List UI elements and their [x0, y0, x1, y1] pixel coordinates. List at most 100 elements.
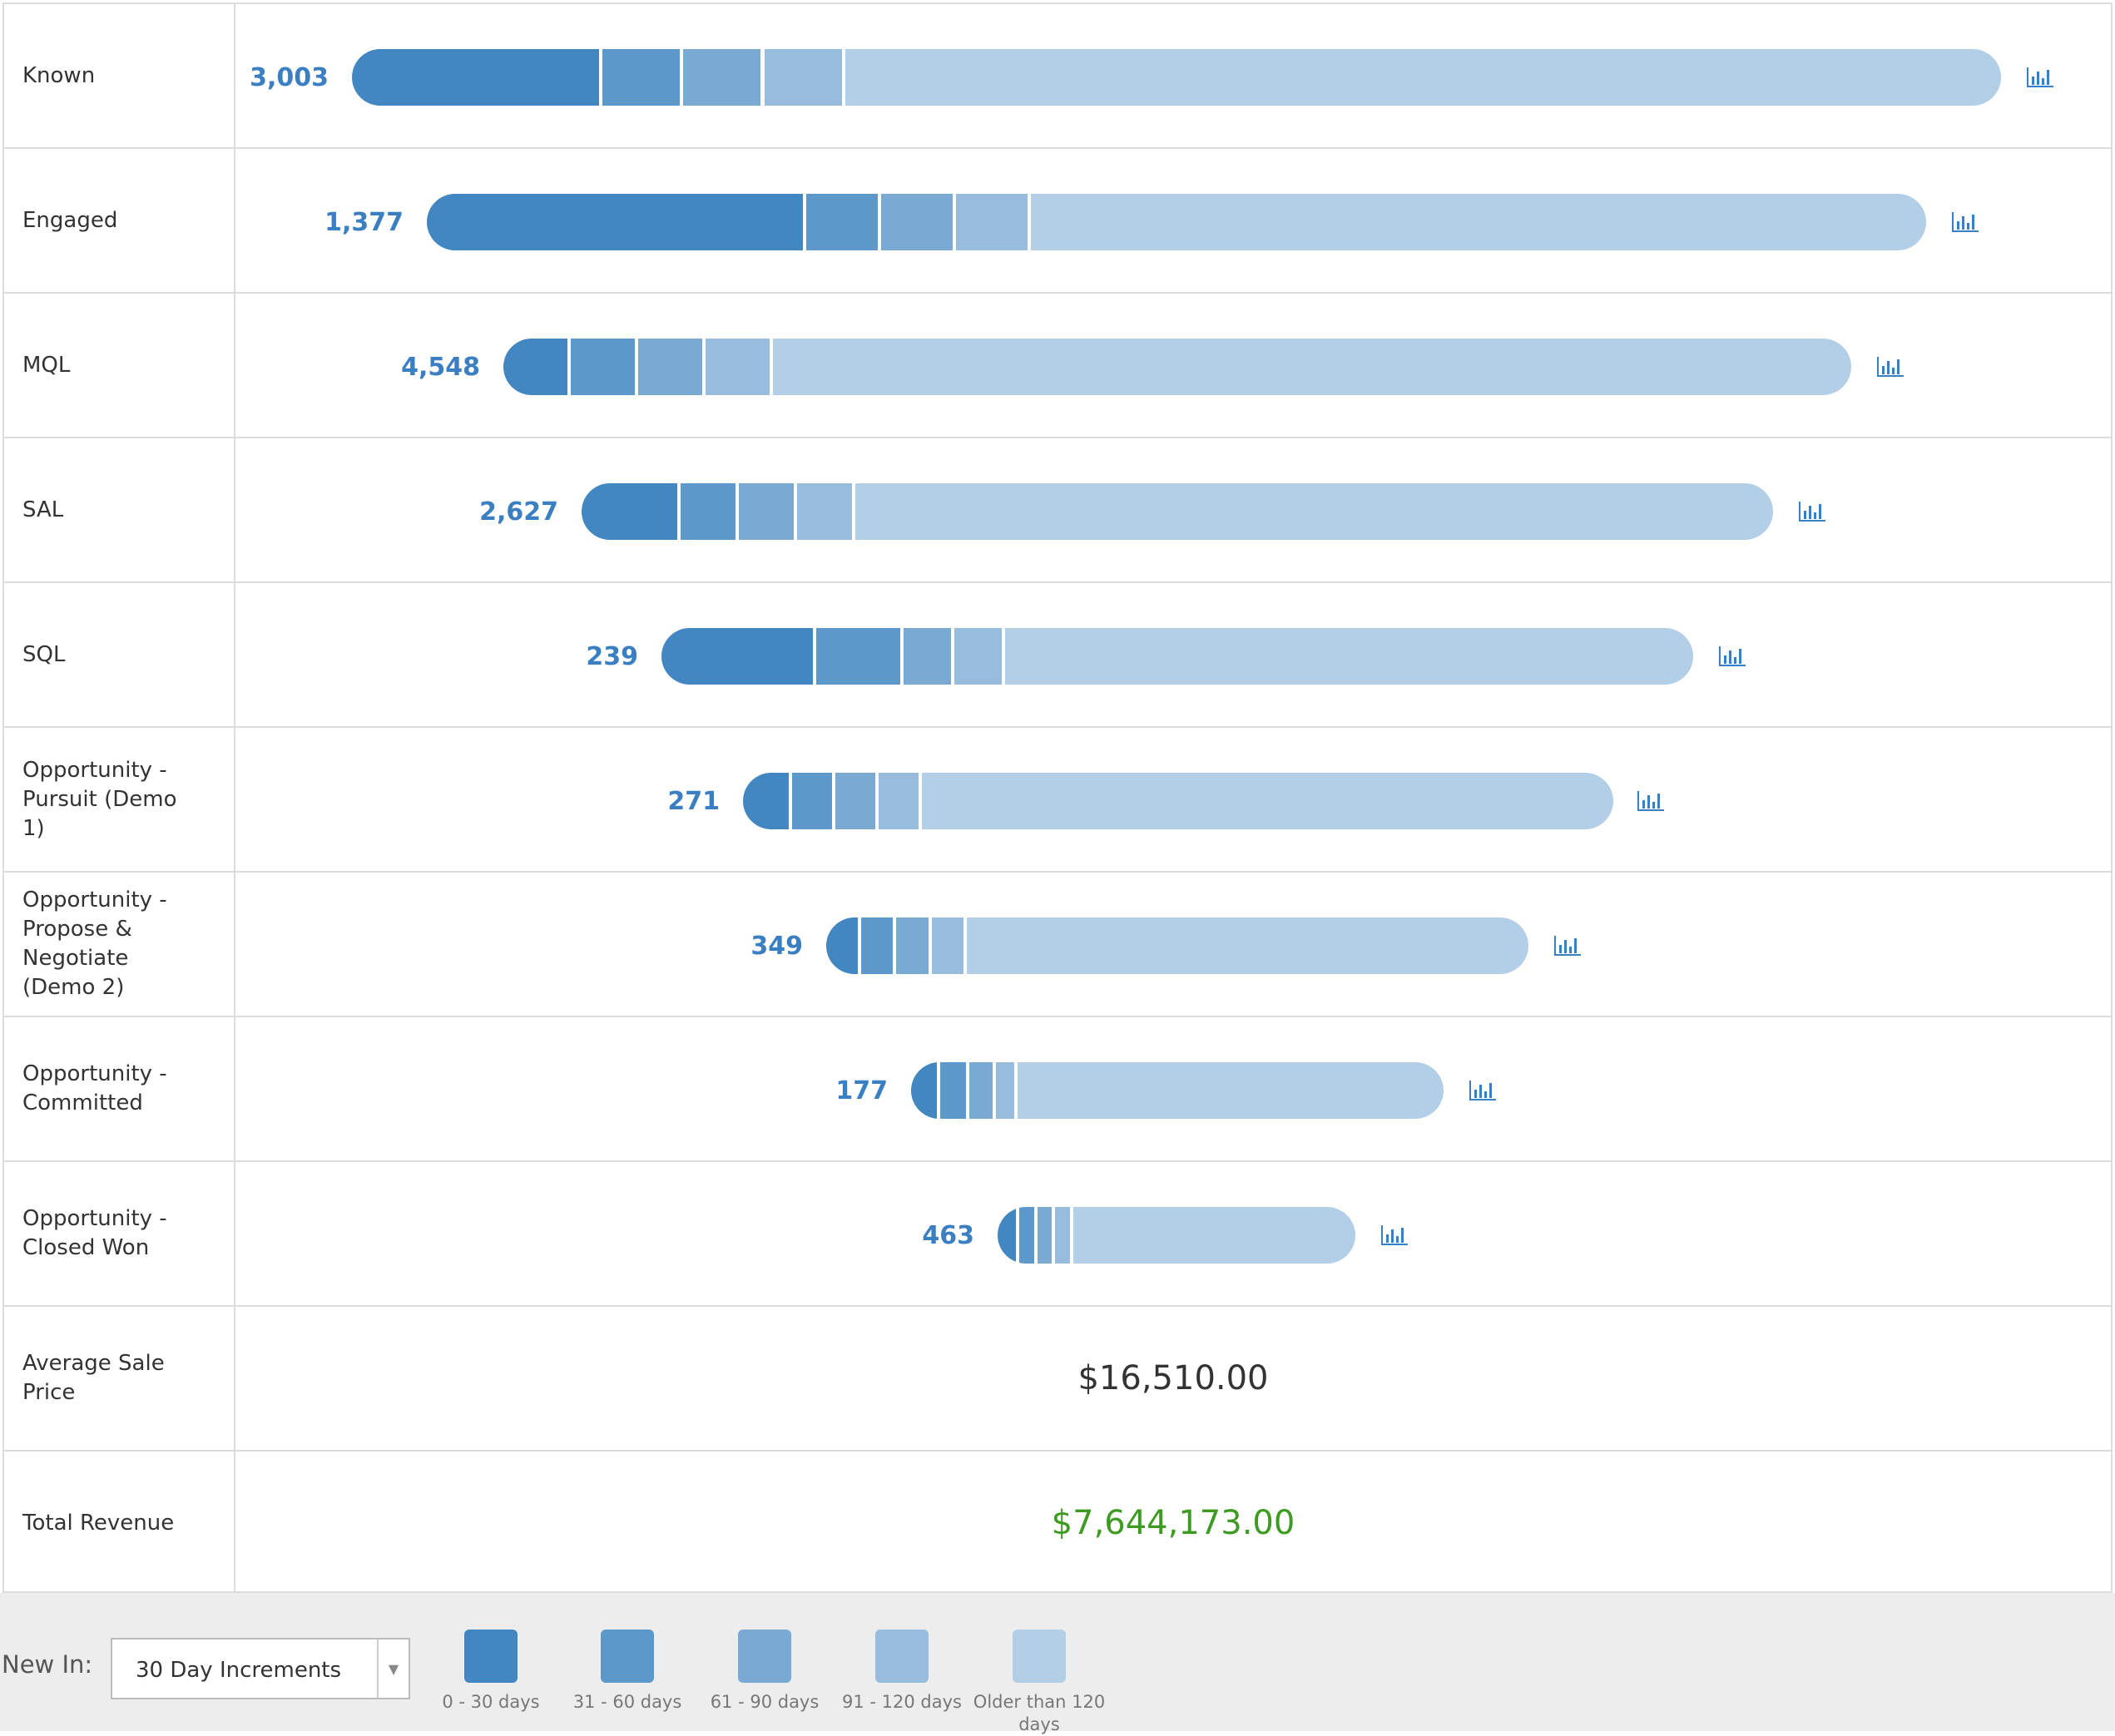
- average-sale-price-row: Average Sale Price $16,510.00: [4, 1307, 2111, 1452]
- segment-91-120-days[interactable]: [764, 49, 842, 106]
- average-sale-price-label: Average Sale Price: [4, 1307, 235, 1450]
- segment-older-than-120-days[interactable]: [1031, 194, 1926, 250]
- segment-61-90-days[interactable]: [969, 1062, 993, 1119]
- stage-row-opportunity-pursuit: Opportunity - Pursuit (Demo 1) 271: [4, 728, 2111, 873]
- funnel-table: Known 3,003 Engaged 1,377 MQL 4,548 SAL …: [2, 2, 2113, 1595]
- stage-bar[interactable]: [998, 1207, 1355, 1264]
- bar-chart-icon[interactable]: [1798, 501, 1826, 522]
- stage-count[interactable]: 3,003: [250, 63, 329, 92]
- stage-count[interactable]: 239: [586, 642, 638, 671]
- bar-chart-icon[interactable]: [1469, 1080, 1497, 1101]
- segment-older-than-120-days[interactable]: [855, 483, 1773, 540]
- segment-older-than-120-days[interactable]: [1004, 628, 1693, 685]
- segment-61-90-days[interactable]: [683, 49, 761, 106]
- legend-label: 31 - 60 days: [572, 1692, 682, 1712]
- segment-0-30-days[interactable]: [661, 628, 813, 685]
- stage-label: Known: [4, 4, 235, 147]
- stage-label: Opportunity - Propose & Negotiate (Demo …: [4, 873, 235, 1016]
- average-sale-price-value: $16,510.00: [1077, 1359, 1269, 1397]
- segment-older-than-120-days[interactable]: [922, 773, 1613, 829]
- legend-swatch: [875, 1630, 929, 1683]
- segment-91-120-days[interactable]: [954, 628, 1002, 685]
- stage-count[interactable]: 463: [922, 1221, 974, 1250]
- stage-bar[interactable]: [427, 194, 1926, 250]
- segment-31-60-days[interactable]: [940, 1062, 967, 1119]
- segment-91-120-days[interactable]: [879, 773, 919, 829]
- segment-61-90-days[interactable]: [896, 917, 929, 974]
- segment-61-90-days[interactable]: [835, 773, 876, 829]
- stage-bar[interactable]: [352, 49, 2001, 106]
- total-revenue-label: Total Revenue: [4, 1452, 235, 1595]
- bar-chart-icon[interactable]: [1876, 356, 1904, 378]
- stage-row-sql: SQL 239: [4, 583, 2111, 728]
- stage-count[interactable]: 349: [750, 932, 803, 961]
- legend-item-61-90: 61 - 90 days: [698, 1630, 831, 1714]
- total-revenue-row: Total Revenue $7,644,173.00: [4, 1452, 2111, 1595]
- bar-chart-icon[interactable]: [1637, 790, 1665, 812]
- segment-31-60-days[interactable]: [571, 339, 635, 395]
- segment-61-90-days[interactable]: [904, 628, 952, 685]
- segment-31-60-days[interactable]: [602, 49, 681, 106]
- segment-61-90-days[interactable]: [638, 339, 702, 395]
- segment-91-120-days[interactable]: [1055, 1207, 1070, 1264]
- stage-bar[interactable]: [743, 773, 1613, 829]
- increment-select[interactable]: 30 Day Increments ▼: [111, 1638, 410, 1699]
- segment-91-120-days[interactable]: [996, 1062, 1014, 1119]
- legend-label: Older than 120 days: [973, 1692, 1106, 1734]
- segment-older-than-120-days[interactable]: [845, 49, 2001, 106]
- legend-item-31-60: 31 - 60 days: [561, 1630, 694, 1714]
- bar-chart-icon[interactable]: [2026, 67, 2054, 88]
- stage-count[interactable]: 177: [835, 1076, 888, 1105]
- segment-0-30-days[interactable]: [998, 1207, 1017, 1264]
- segment-91-120-days[interactable]: [931, 917, 963, 974]
- segment-0-30-days[interactable]: [743, 773, 789, 829]
- segment-61-90-days[interactable]: [739, 483, 795, 540]
- segment-31-60-days[interactable]: [680, 483, 736, 540]
- segment-31-60-days[interactable]: [861, 917, 894, 974]
- stage-label: SAL: [4, 438, 235, 581]
- total-revenue-value: $7,644,173.00: [1051, 1504, 1295, 1542]
- legend-item-0-30: 0 - 30 days: [424, 1630, 557, 1714]
- stage-bar[interactable]: [582, 483, 1773, 540]
- segment-0-30-days[interactable]: [582, 483, 677, 540]
- new-in-label: New In:: [2, 1650, 93, 1679]
- legend-label: 61 - 90 days: [710, 1692, 820, 1712]
- stage-row-engaged: Engaged 1,377: [4, 149, 2111, 294]
- stage-count[interactable]: 271: [667, 787, 720, 816]
- segment-31-60-days[interactable]: [1019, 1207, 1034, 1264]
- segment-older-than-120-days[interactable]: [966, 917, 1528, 974]
- segment-91-120-days[interactable]: [706, 339, 770, 395]
- segment-older-than-120-days[interactable]: [773, 339, 1851, 395]
- segment-0-30-days[interactable]: [503, 339, 567, 395]
- stage-bar[interactable]: [826, 917, 1528, 974]
- legend-swatch: [464, 1630, 518, 1683]
- segment-61-90-days[interactable]: [881, 194, 953, 250]
- legend-item-older-than-120: Older than 120 days: [973, 1630, 1106, 1736]
- bar-chart-icon[interactable]: [1553, 935, 1582, 957]
- segment-older-than-120-days[interactable]: [1018, 1062, 1444, 1119]
- stage-count[interactable]: 2,627: [479, 497, 558, 527]
- segment-older-than-120-days[interactable]: [1072, 1207, 1355, 1264]
- segment-0-30-days[interactable]: [826, 917, 859, 974]
- segment-91-120-days[interactable]: [956, 194, 1028, 250]
- stage-bar[interactable]: [661, 628, 1693, 685]
- segment-0-30-days[interactable]: [427, 194, 803, 250]
- bar-chart-icon[interactable]: [1380, 1224, 1409, 1246]
- legend-swatch: [738, 1630, 791, 1683]
- segment-61-90-days[interactable]: [1037, 1207, 1053, 1264]
- stage-count[interactable]: 1,377: [324, 208, 404, 237]
- segment-31-60-days[interactable]: [805, 194, 878, 250]
- segment-0-30-days[interactable]: [352, 49, 600, 106]
- bar-chart-icon[interactable]: [1951, 211, 1979, 233]
- legend-swatch: [601, 1630, 654, 1683]
- stage-bar[interactable]: [911, 1062, 1444, 1119]
- segment-0-30-days[interactable]: [911, 1062, 938, 1119]
- stage-count[interactable]: 4,548: [401, 353, 480, 382]
- segment-31-60-days[interactable]: [791, 773, 832, 829]
- segment-31-60-days[interactable]: [816, 628, 901, 685]
- stage-bar[interactable]: [503, 339, 1851, 395]
- bar-chart-icon[interactable]: [1718, 645, 1746, 667]
- segment-91-120-days[interactable]: [797, 483, 853, 540]
- stage-label: Engaged: [4, 149, 235, 292]
- dropdown-arrow-icon[interactable]: ▼: [377, 1640, 409, 1698]
